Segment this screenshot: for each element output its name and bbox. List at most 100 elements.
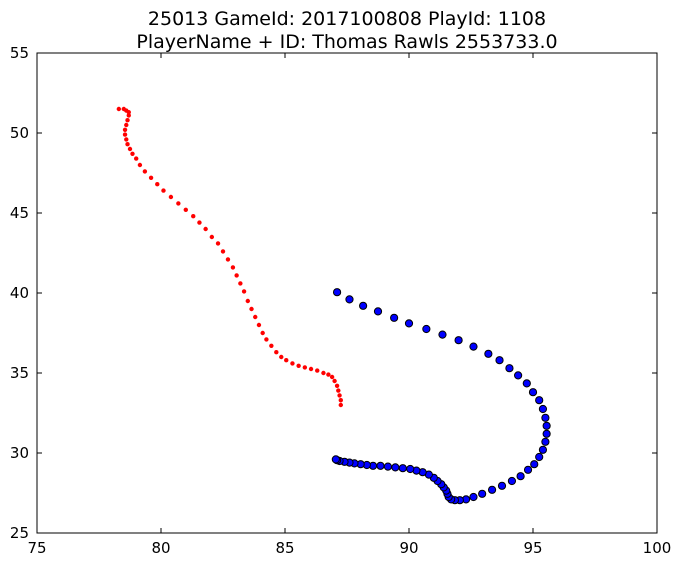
data-point bbox=[530, 460, 539, 469]
data-point bbox=[234, 273, 239, 278]
data-point bbox=[535, 396, 544, 405]
data-point bbox=[161, 188, 166, 193]
data-point bbox=[383, 462, 393, 471]
x-tick-label: 80 bbox=[151, 539, 170, 557]
data-point bbox=[535, 452, 544, 462]
data-point bbox=[538, 445, 548, 454]
data-point bbox=[183, 207, 188, 212]
data-point bbox=[495, 356, 504, 365]
data-point bbox=[516, 472, 525, 481]
y-tick-label: 35 bbox=[10, 364, 29, 382]
data-point bbox=[331, 455, 340, 464]
data-point bbox=[308, 366, 314, 372]
data-point bbox=[469, 492, 478, 502]
data-point bbox=[487, 485, 497, 494]
data-point bbox=[130, 151, 135, 156]
y-tick-label: 45 bbox=[10, 204, 29, 222]
data-point bbox=[469, 342, 478, 351]
data-point bbox=[336, 388, 341, 393]
data-point bbox=[542, 429, 551, 438]
data-point bbox=[253, 314, 258, 320]
x-tick-label: 90 bbox=[399, 539, 418, 557]
y-tick-label: 50 bbox=[10, 124, 29, 142]
x-tick-label: 75 bbox=[27, 539, 46, 557]
data-point bbox=[249, 306, 254, 312]
data-point bbox=[338, 402, 343, 408]
data-point bbox=[391, 463, 400, 472]
data-point bbox=[124, 137, 129, 142]
data-point bbox=[404, 319, 414, 328]
data-point bbox=[284, 358, 289, 363]
y-tick-label: 40 bbox=[10, 284, 29, 302]
data-point bbox=[168, 194, 174, 200]
data-point bbox=[126, 110, 131, 115]
data-point bbox=[116, 106, 122, 112]
data-point bbox=[245, 298, 250, 304]
data-point bbox=[390, 313, 399, 322]
x-tick-label: 100 bbox=[643, 539, 672, 557]
data-point bbox=[438, 330, 447, 339]
data-point bbox=[376, 461, 385, 470]
data-point bbox=[279, 354, 284, 360]
data-point bbox=[127, 146, 133, 152]
series-0 bbox=[116, 106, 343, 408]
data-point bbox=[398, 464, 407, 473]
data-point bbox=[122, 132, 128, 137]
data-point bbox=[142, 169, 148, 174]
data-point bbox=[215, 241, 221, 246]
data-point bbox=[528, 388, 538, 397]
y-tick-label: 55 bbox=[10, 44, 29, 62]
data-point bbox=[315, 368, 320, 373]
data-point bbox=[337, 393, 342, 398]
data-point bbox=[148, 175, 154, 180]
data-point bbox=[134, 156, 139, 161]
data-point bbox=[497, 481, 507, 490]
data-point bbox=[321, 370, 326, 376]
data-point bbox=[269, 343, 274, 348]
data-point bbox=[478, 489, 487, 498]
data-point bbox=[220, 249, 226, 254]
data-point bbox=[230, 265, 236, 270]
data-point bbox=[155, 182, 160, 187]
data-point bbox=[332, 378, 337, 384]
data-point bbox=[264, 337, 269, 342]
data-point bbox=[326, 372, 331, 377]
data-point bbox=[514, 371, 523, 380]
data-point bbox=[522, 379, 531, 388]
data-point bbox=[373, 307, 383, 316]
data-point bbox=[359, 301, 368, 310]
data-point bbox=[125, 118, 130, 123]
data-point bbox=[225, 257, 231, 262]
data-point bbox=[274, 350, 279, 355]
data-point bbox=[538, 404, 548, 414]
data-point bbox=[406, 464, 415, 474]
data-point bbox=[454, 336, 463, 345]
chart-subtitle: PlayerName + ID: Thomas Rawls 2553733.0 bbox=[136, 31, 557, 53]
data-point bbox=[125, 142, 130, 147]
y-tick-label: 30 bbox=[10, 444, 29, 462]
chart-title: 25013 GameId: 2017100808 PlayId: 1108 bbox=[148, 8, 546, 30]
data-point bbox=[203, 226, 208, 232]
data-point bbox=[176, 201, 181, 206]
data-point bbox=[296, 363, 301, 368]
data-point bbox=[542, 421, 551, 430]
data-point bbox=[137, 162, 143, 168]
data-point bbox=[338, 398, 343, 403]
data-point bbox=[484, 349, 493, 358]
data-point bbox=[523, 465, 533, 474]
data-point bbox=[238, 281, 243, 286]
data-point bbox=[191, 214, 196, 219]
data-point bbox=[290, 361, 295, 366]
data-point bbox=[541, 437, 550, 446]
data-point bbox=[122, 127, 128, 132]
data-point bbox=[197, 220, 202, 225]
plot-marks bbox=[116, 106, 551, 505]
x-tick-label: 85 bbox=[275, 539, 294, 557]
y-tick-label: 25 bbox=[10, 524, 29, 542]
data-point bbox=[241, 289, 247, 294]
data-point bbox=[260, 330, 265, 336]
data-point bbox=[126, 113, 131, 118]
data-point bbox=[329, 374, 335, 380]
data-point bbox=[209, 234, 215, 240]
